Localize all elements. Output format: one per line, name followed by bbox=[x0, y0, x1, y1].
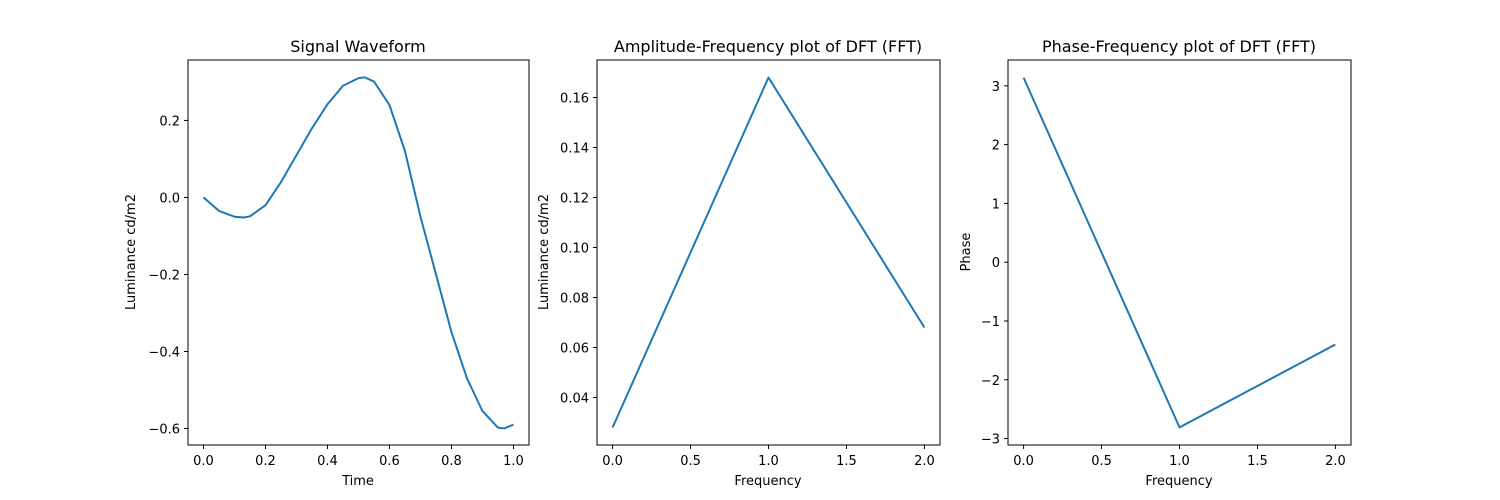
x-tick-label: 0.8 bbox=[441, 454, 462, 469]
y-tick-label: 2 bbox=[992, 139, 1000, 154]
x-axis-label: Frequency bbox=[1145, 474, 1212, 489]
x-tick-label: 0.5 bbox=[680, 454, 701, 469]
x-tick-label: 1.0 bbox=[1169, 454, 1190, 469]
y-axis-label: Luminance cd/m2 bbox=[537, 194, 552, 310]
x-tick-label: 2.0 bbox=[914, 454, 935, 469]
y-tick-label: −2 bbox=[981, 374, 1000, 389]
y-tick-label: 0.2 bbox=[159, 114, 180, 129]
axes-frame bbox=[187, 59, 530, 446]
axes-frame bbox=[1007, 59, 1352, 446]
y-axis-label: Phase bbox=[959, 233, 974, 272]
x-tick-label: 0.2 bbox=[255, 454, 276, 469]
y-tick-label: 0.16 bbox=[560, 92, 589, 107]
chart-title: Phase-Frequency plot of DFT (FFT) bbox=[1042, 37, 1316, 56]
y-tick-label: −1 bbox=[981, 315, 1000, 330]
amplitude-panel: Amplitude-Frequency plot of DFT (FFT) Fr… bbox=[537, 37, 941, 489]
x-axis-label: Frequency bbox=[734, 474, 801, 489]
x-tick-label: 1.5 bbox=[836, 454, 857, 469]
y-axis-label: Luminance cd/m2 bbox=[124, 194, 139, 310]
chart-title: Amplitude-Frequency plot of DFT (FFT) bbox=[614, 37, 922, 56]
series-line bbox=[1022, 77, 1336, 429]
x-tick-label: 0.0 bbox=[1013, 454, 1034, 469]
y-tick-label: −0.4 bbox=[148, 345, 180, 360]
x-tick-label: 0.0 bbox=[602, 454, 623, 469]
y-tick-label: 0.06 bbox=[560, 342, 589, 357]
y-tick-label: 0.08 bbox=[560, 292, 589, 307]
x-axis-label: Time bbox=[341, 474, 374, 489]
phase-panel: Phase-Frequency plot of DFT (FFT) Freque… bbox=[959, 37, 1352, 489]
y-tick-label: −0.2 bbox=[148, 268, 180, 283]
axes-frame bbox=[596, 59, 941, 446]
x-tick-label: 0.5 bbox=[1091, 454, 1112, 469]
x-tick-label: 1.0 bbox=[503, 454, 524, 469]
series-line bbox=[202, 76, 514, 430]
x-tick-label: 0.6 bbox=[379, 454, 400, 469]
waveform-panel: Signal Waveform Time Luminance cd/m2 0.0… bbox=[124, 37, 530, 489]
x-tick-label: 1.0 bbox=[758, 454, 779, 469]
x-tick-label: 2.0 bbox=[1325, 454, 1346, 469]
x-tick-label: 0.4 bbox=[317, 454, 338, 469]
y-tick-label: 0.04 bbox=[560, 392, 589, 407]
y-tick-label: −0.6 bbox=[148, 422, 180, 437]
chart-title: Signal Waveform bbox=[290, 37, 425, 56]
y-tick-label: 0.10 bbox=[560, 242, 589, 257]
y-tick-label: −3 bbox=[981, 433, 1000, 448]
y-tick-label: 0 bbox=[992, 256, 1000, 271]
series-line bbox=[611, 76, 926, 428]
x-tick-label: 0.0 bbox=[193, 454, 214, 469]
y-tick-label: 3 bbox=[992, 80, 1000, 95]
y-tick-label: 1 bbox=[992, 197, 1000, 212]
y-tick-label: 0.0 bbox=[159, 191, 180, 206]
y-tick-label: 0.14 bbox=[560, 142, 589, 157]
x-tick-label: 1.5 bbox=[1247, 454, 1268, 469]
y-tick-label: 0.12 bbox=[560, 192, 589, 207]
